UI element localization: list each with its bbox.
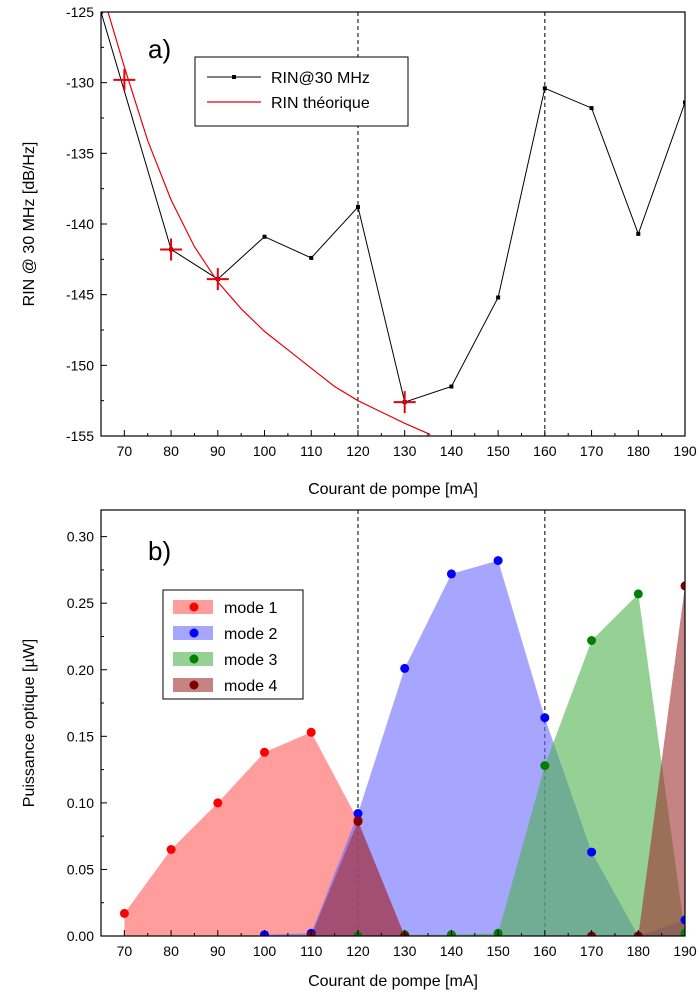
legend-b: mode 1 mode 2 mode 3 mode 4 (162, 589, 304, 700)
x-tick-label-a-140: 140 (440, 443, 464, 459)
data-point-mode-2 (400, 663, 410, 673)
y-tick-label-b: 0.30 (67, 529, 94, 545)
data-point-mode-1 (306, 727, 316, 737)
data-point-rin-measured (449, 384, 454, 389)
x-tick-label-b-180: 180 (627, 943, 651, 959)
series-line-a-1 (107, 12, 431, 436)
x-axis-title-b: Courant de pompe [mA] (308, 973, 478, 990)
legend-marker-mode-1 (189, 602, 199, 612)
x-tick-label-a-110: 110 (300, 443, 323, 459)
data-point-rin-measured (262, 234, 267, 239)
legend-a: RIN@30 MHz RIN théorique (194, 56, 409, 127)
y-tick-label-b: 0.00 (67, 928, 94, 944)
x-tick-label-a-190: 190 (673, 443, 697, 459)
x-tick-label-b-160: 160 (533, 943, 557, 959)
data-point-red-cross (113, 68, 136, 91)
x-tick-label-b-130: 130 (393, 943, 417, 959)
chart-panel-b: 70 80 90 100 110 120 130 140 150 160 170 180 190 0.00… (21, 509, 697, 990)
panel-label-b: b) (148, 536, 171, 566)
data-point-rin-measured (636, 231, 641, 236)
legend-label-rin-theory: RIN théorique (271, 95, 370, 112)
plot-frame-b (100, 509, 686, 937)
x-tick-label-b-190: 190 (673, 943, 697, 959)
data-point-rin-measured (355, 205, 360, 210)
x-tick-label-a-80: 80 (163, 443, 179, 459)
legend-label-mode-3: mode 3 (224, 652, 277, 669)
legend-marker-mode-3 (189, 654, 199, 664)
data-point-mode-2 (680, 915, 685, 925)
data-point-rin-measured (309, 255, 314, 260)
y-tick-label-a: -125 (66, 4, 94, 20)
data-point-mode-2 (493, 556, 503, 566)
x-tick-label-b-170: 170 (580, 943, 604, 959)
data-point-mode-4 (680, 581, 685, 591)
x-tick-label-a-160: 160 (533, 443, 557, 459)
y-tick-label-b: 0.25 (67, 595, 94, 611)
data-point-mode-1 (119, 908, 129, 918)
y-tick-label-b: 0.10 (67, 795, 94, 811)
legend-marker-rin-measured (232, 75, 236, 79)
legend-label-mode-2: mode 2 (224, 626, 277, 643)
data-point-mode-3 (587, 636, 597, 645)
chart-panel-a: 70 80 90 100 110 120 130 140 150 160 170 180 190 -155… (21, 4, 697, 498)
y-axis-title-b: Puissance optique [µW] (21, 639, 38, 807)
x-axis-title-a: Courant de pompe [mA] (308, 481, 478, 498)
x-tick-label-b-70: 70 (117, 943, 133, 959)
x-tick-label-a-120: 120 (346, 443, 370, 459)
data-point-mode-1 (166, 845, 176, 854)
x-tick-label-a-150: 150 (486, 443, 510, 459)
data-point-mode-2 (540, 713, 550, 723)
panel-label-a: a) (148, 34, 171, 64)
data-point-red-cross (206, 268, 229, 291)
legend-label-mode-1: mode 1 (224, 600, 277, 617)
x-tick-label-b-80: 80 (163, 943, 179, 959)
data-point-mode-4 (353, 817, 363, 826)
data-point-mode-2 (446, 569, 456, 579)
legend-label-mode-4: mode 4 (224, 678, 277, 695)
data-point-rin-measured (496, 295, 501, 300)
data-point-mode-2 (353, 809, 363, 818)
y-tick-label-b: 0.20 (67, 662, 94, 678)
y-tick-label-a: -140 (66, 216, 94, 232)
data-point-red-cross (393, 391, 416, 414)
x-tick-label-a-100: 100 (253, 443, 277, 459)
data-point-rin-measured (101, 12, 103, 14)
y-tick-label-b: 0.15 (67, 728, 94, 744)
legend-marker-mode-2 (189, 628, 199, 638)
data-point-mode-1 (260, 747, 269, 757)
y-tick-label-a: -135 (66, 145, 94, 161)
data-point-mode-2 (587, 847, 597, 857)
data-point-mode-1 (213, 798, 223, 808)
x-tick-label-a-170: 170 (580, 443, 604, 459)
area-fill-mode-4 (311, 585, 685, 936)
legend-box-a (194, 56, 409, 127)
x-tick-label-b-150: 150 (486, 943, 510, 959)
data-point-red-cross (160, 238, 183, 261)
y-tick-label-a: -145 (66, 287, 94, 303)
data-point-rin-measured (683, 100, 685, 105)
x-tick-label-b-140: 140 (440, 943, 464, 959)
legend-label-rin-measured: RIN@30 MHz (271, 70, 370, 87)
x-tick-label-a-130: 130 (393, 443, 417, 459)
x-tick-label-b-100: 100 (253, 943, 277, 959)
legend-marker-mode-4 (189, 680, 199, 690)
data-point-rin-measured (589, 106, 594, 111)
y-tick-label-b: 0.05 (67, 861, 94, 877)
y-tick-label-a: -130 (66, 75, 94, 91)
x-tick-label-b-120: 120 (346, 943, 370, 959)
x-tick-label-a-180: 180 (627, 443, 651, 459)
x-tick-label-a-70: 70 (117, 443, 133, 459)
y-tick-label-a: -150 (66, 357, 94, 373)
x-tick-label-b-90: 90 (210, 943, 226, 959)
y-axis-title-a: RIN @ 30 MHz [dB/Hz] (21, 142, 38, 307)
data-point-mode-3 (680, 928, 685, 936)
x-tick-label-a-90: 90 (210, 443, 226, 459)
y-tick-label-a: -155 (66, 428, 94, 444)
x-tick-label-b-110: 110 (300, 943, 323, 959)
data-point-mode-3 (540, 761, 550, 771)
data-point-rin-measured (542, 86, 547, 91)
data-point-mode-3 (633, 589, 643, 599)
